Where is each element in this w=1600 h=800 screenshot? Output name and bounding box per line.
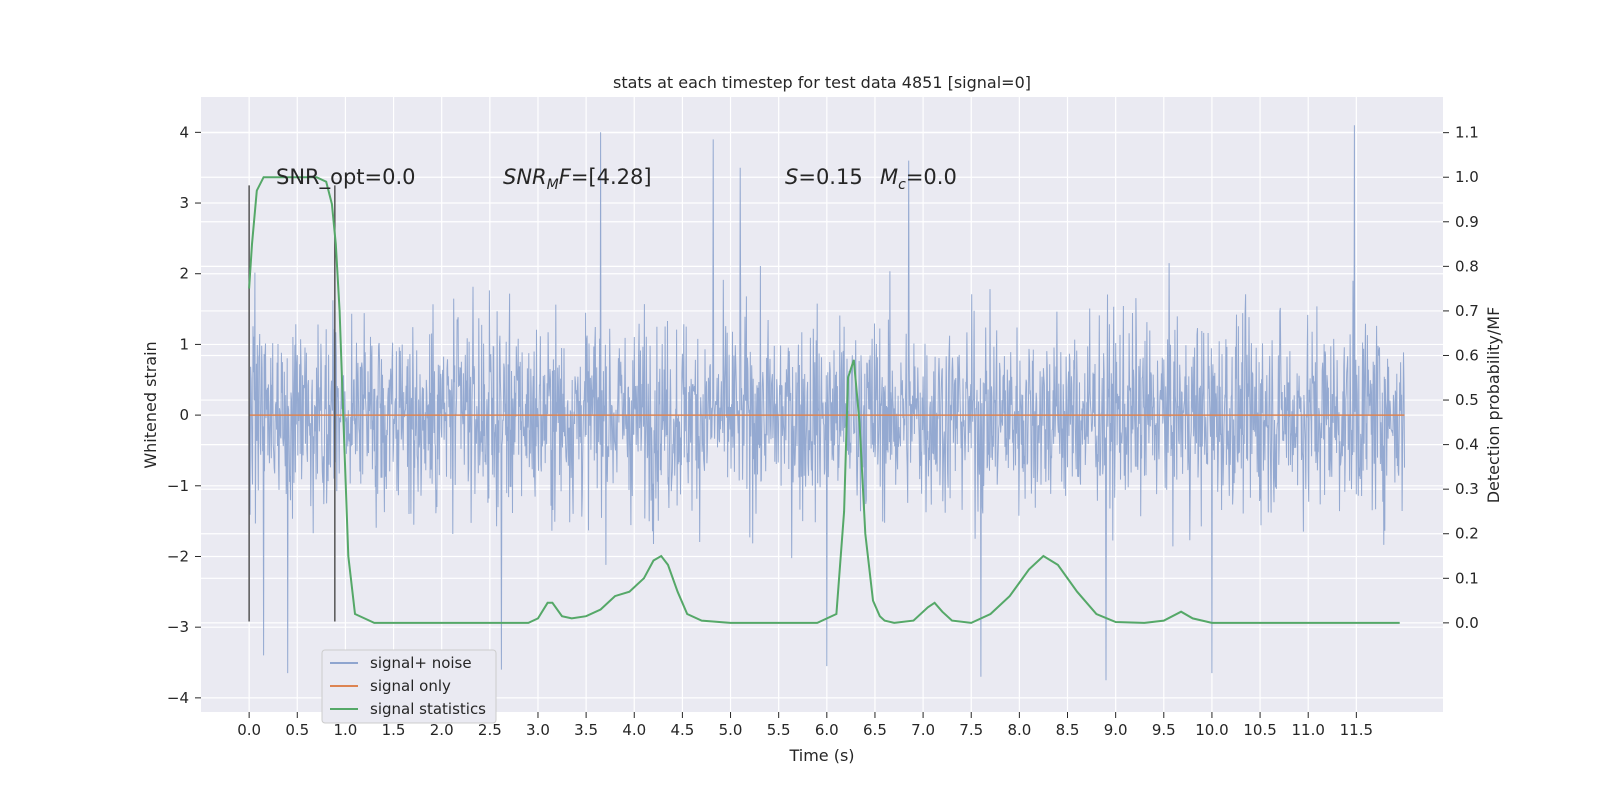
y-right-tick-label: 1.1 xyxy=(1455,124,1479,142)
legend: signal+ noise signal only signal statist… xyxy=(321,649,497,724)
x-tick-label: 9.5 xyxy=(1152,721,1176,739)
x-tick-label: 8.5 xyxy=(1056,721,1080,739)
x-tick-label: 11.0 xyxy=(1292,721,1325,739)
x-tick-label: 7.0 xyxy=(911,721,935,739)
y-tick-label: −2 xyxy=(167,547,189,565)
series-signal-statistics xyxy=(248,176,1400,624)
y-right-tick-label: 0.8 xyxy=(1455,257,1479,275)
annotation-snr-mf: SNRMF=[4.28] xyxy=(503,165,652,193)
y-tick-label: −1 xyxy=(167,477,189,495)
mc-subscript: c xyxy=(898,177,906,193)
x-tick-label: 6.5 xyxy=(863,721,887,739)
x-tick-label: 0.0 xyxy=(237,721,261,739)
legend-label-signal-only: signal only xyxy=(370,677,451,695)
annotation-s: S=0.15 xyxy=(785,165,863,189)
s-value: =0.15 xyxy=(798,165,862,189)
legend-label-signal-noise: signal+ noise xyxy=(370,654,472,672)
x-tick-label: 3.0 xyxy=(526,721,550,739)
y-tick-label: 2 xyxy=(179,265,189,283)
ticks: 0.0 0.5 1.0 1.5 2.0 2.5 3.0 3.5 4.0 4.5 5.0 5.5 6.0 6… xyxy=(167,123,1479,739)
snr-mf-symbol: SNR xyxy=(503,165,547,189)
x-tick-label: 11.5 xyxy=(1340,721,1373,739)
y-right-tick-label: 0.0 xyxy=(1455,614,1479,632)
y-right-tick-label: 0.5 xyxy=(1455,391,1479,409)
y-axis-label: Whitened strain xyxy=(141,341,160,468)
x-tick-label: 4.5 xyxy=(670,721,694,739)
x-tick-label: 0.5 xyxy=(285,721,309,739)
annotation-snr-opt: SNR_opt=0.0 xyxy=(276,165,416,190)
x-tick-label: 6.0 xyxy=(815,721,839,739)
series-signal-noise xyxy=(248,125,1405,681)
y-right-tick-label: 0.3 xyxy=(1455,480,1479,498)
y-tick-label: −3 xyxy=(167,618,189,636)
y-tick-label: 1 xyxy=(179,335,189,353)
x-tick-label: 2.0 xyxy=(430,721,454,739)
y-tick-label: 0 xyxy=(179,406,189,424)
x-tick-label: 8.0 xyxy=(1007,721,1031,739)
x-tick-label: 4.0 xyxy=(622,721,646,739)
y-right-tick-label: 0.4 xyxy=(1455,436,1479,454)
y-right-tick-label: 0.7 xyxy=(1455,302,1479,320)
y-right-tick-label: 0.9 xyxy=(1455,213,1479,231)
y-tick-label: 3 xyxy=(179,194,189,212)
y-tick-label: −4 xyxy=(167,689,189,707)
x-tick-label: 5.5 xyxy=(767,721,791,739)
noise-trace xyxy=(248,125,1405,681)
x-tick-label: 5.0 xyxy=(719,721,743,739)
snr-mf-subscript: M xyxy=(547,177,559,193)
y-axis-label-right: Detection probability/MF xyxy=(1484,307,1503,504)
y-right-tick-label: 0.6 xyxy=(1455,346,1479,364)
mc-symbol: M xyxy=(880,165,898,189)
x-tick-label: 7.5 xyxy=(959,721,983,739)
x-tick-label: 9.0 xyxy=(1104,721,1128,739)
grid xyxy=(201,97,1443,712)
x-axis-label: Time (s) xyxy=(788,746,854,765)
y-right-tick-label: 0.1 xyxy=(1455,569,1479,587)
mc-value: =0.0 xyxy=(906,165,957,189)
x-tick-label: 10.5 xyxy=(1243,721,1276,739)
legend-box xyxy=(321,649,497,724)
snr-mf-value: =[4.28] xyxy=(571,165,652,189)
snr-mf-tail: F xyxy=(559,165,572,189)
chart-title: stats at each timestep for test data 485… xyxy=(613,73,1031,92)
x-tick-label: 1.5 xyxy=(382,721,406,739)
y-right-tick-label: 0.2 xyxy=(1455,525,1479,543)
y-right-tick-label: 1.0 xyxy=(1455,168,1479,186)
y-tick-label: 4 xyxy=(179,123,189,141)
x-tick-label: 1.0 xyxy=(333,721,357,739)
annotation-mc: Mc=0.0 xyxy=(880,165,957,193)
marker-lines xyxy=(248,185,336,622)
x-tick-label: 3.5 xyxy=(574,721,598,739)
x-tick-label: 10.0 xyxy=(1195,721,1228,739)
x-tick-label: 2.5 xyxy=(478,721,502,739)
legend-label-signal-statistics: signal statistics xyxy=(370,700,486,718)
s-symbol: S xyxy=(785,165,798,189)
